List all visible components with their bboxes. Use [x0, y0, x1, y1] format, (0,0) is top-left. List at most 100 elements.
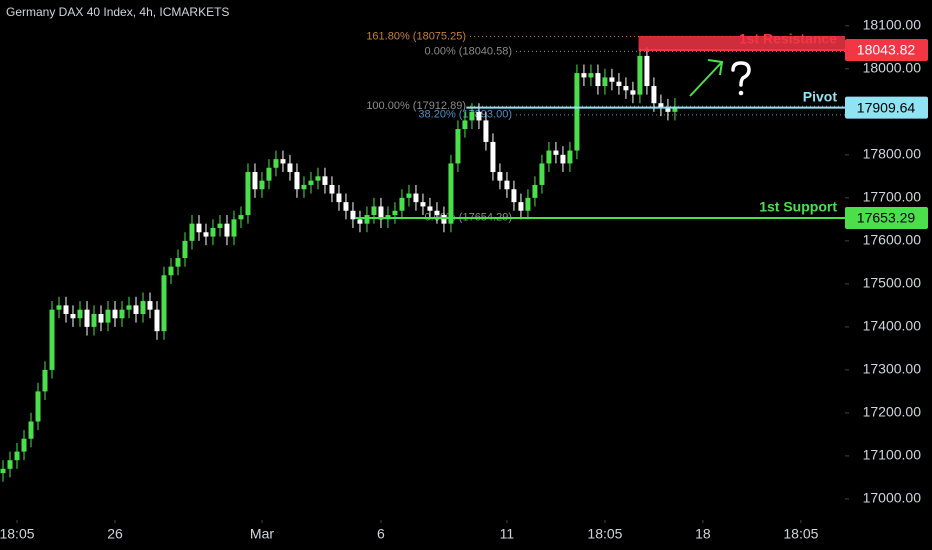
axis-layer: 17000.00 17100.00 17200.00 17300.00 17400.00…	[0, 17, 921, 542]
candle-body	[315, 176, 321, 181]
candle-body	[630, 90, 636, 95]
candle-body	[7, 460, 13, 469]
candle-body	[602, 77, 608, 87]
fib-label: 161.80% (18075.25)	[366, 30, 466, 42]
candle-body	[469, 111, 475, 121]
candle-body	[343, 202, 349, 211]
candle-body	[441, 215, 447, 224]
candle-body	[266, 167, 272, 181]
candle-body	[245, 172, 251, 216]
candle-body	[357, 219, 363, 224]
candle-body	[539, 163, 545, 185]
chart-title: Germany DAX 40 Index, 4h, ICMARKETS	[6, 5, 229, 19]
price-tag	[845, 96, 928, 119]
candle-body	[56, 305, 62, 310]
candle-body	[567, 150, 573, 164]
candle-body	[483, 120, 489, 142]
candle-body	[329, 184, 335, 194]
candle-body	[133, 305, 139, 314]
level-name: Pivot	[803, 88, 838, 104]
candle-body	[378, 206, 384, 220]
candle-body	[525, 197, 531, 211]
candle-body	[518, 202, 524, 211]
candle-body	[21, 438, 27, 452]
level-name: 1st Resistance	[739, 31, 837, 47]
candle-body	[105, 309, 111, 323]
candle-body	[392, 210, 398, 216]
candle-body	[406, 193, 412, 198]
level-layer: 1st Resistance 18043.82 Pivot 17909.64 1st S…	[355, 31, 928, 229]
candle-body	[504, 180, 510, 190]
x-tick-label: 26	[107, 526, 123, 542]
fib-label: 100.00% (17912.89)	[366, 100, 466, 112]
candle-body	[210, 227, 216, 237]
candle-body	[168, 266, 174, 276]
y-tick-label: 17100.00	[863, 447, 922, 463]
candle-body	[301, 184, 307, 190]
candle-body	[455, 129, 461, 164]
price-tag-label: 18043.82	[857, 42, 916, 58]
question-dot	[738, 90, 744, 96]
candle-body	[427, 206, 433, 211]
candle-body	[231, 219, 237, 237]
annotation-arrow	[689, 61, 723, 97]
candle-body	[154, 309, 160, 332]
candle-body	[665, 107, 671, 112]
candle-body	[546, 150, 552, 164]
candle-body	[294, 172, 300, 190]
candle-body	[336, 193, 342, 203]
candle-body	[651, 86, 657, 104]
y-tick-label: 17600.00	[863, 232, 922, 248]
candle-body	[308, 180, 314, 185]
candle-body	[147, 301, 153, 310]
candle-body	[91, 313, 97, 327]
question-mark	[731, 61, 751, 87]
candle-body	[189, 223, 195, 241]
y-tick-label: 18000.00	[863, 60, 922, 76]
candle-body	[448, 163, 454, 224]
candle-body	[238, 215, 244, 220]
candle-body	[14, 451, 20, 461]
candle-body	[553, 150, 559, 155]
candle-body	[175, 258, 181, 267]
candle-body	[98, 313, 104, 323]
y-tick-label: 17200.00	[863, 404, 922, 420]
candle-body	[637, 55, 643, 95]
resistance-zone	[638, 35, 845, 50]
x-tick-label: 18:05	[783, 526, 818, 542]
price-tag	[845, 206, 928, 229]
candle-body	[511, 189, 517, 203]
candle-body	[588, 73, 594, 78]
candle-body	[532, 184, 538, 198]
candle-body	[49, 309, 55, 370]
candle-body	[322, 176, 328, 185]
candle-body	[273, 159, 279, 168]
candle-body	[42, 369, 48, 392]
candle-body	[560, 154, 566, 164]
annotation-arrow-head	[707, 59, 724, 76]
price-tag-label: 17653.29	[857, 210, 916, 226]
candle-body	[350, 210, 356, 220]
candle-body	[490, 141, 496, 173]
candle-body	[217, 223, 223, 228]
candle-body	[364, 215, 370, 224]
candle-layer	[0, 47, 678, 482]
candle-body	[77, 309, 83, 319]
x-tick-label: 6	[377, 526, 385, 542]
candle-body	[497, 172, 503, 181]
x-tick-label: 18	[695, 526, 711, 542]
y-tick-label: 17300.00	[863, 361, 922, 377]
candle-body	[63, 305, 69, 314]
candle-body	[140, 301, 146, 314]
candle-body	[420, 202, 426, 207]
price-tag-label: 17909.64	[857, 99, 916, 115]
candle-body	[280, 159, 286, 164]
candle-body	[399, 197, 405, 211]
candle-body	[623, 86, 629, 91]
candle-body	[259, 180, 265, 190]
x-tick-label: 18:05	[587, 526, 622, 542]
candle-body	[84, 309, 90, 327]
candle-body	[252, 172, 258, 190]
